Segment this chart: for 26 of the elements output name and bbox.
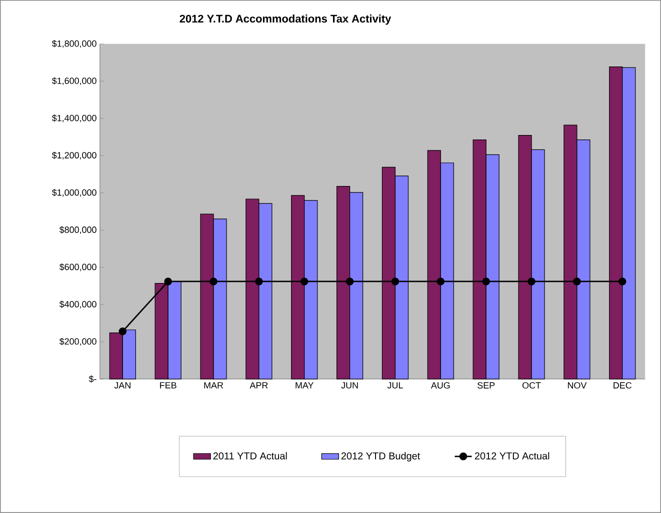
chart-title: 2012 Y.T.D Accommodations Tax Activity (180, 14, 392, 25)
y-tick-label: $800,000 (59, 226, 96, 234)
y-tick-label: $1,000,000 (52, 188, 96, 197)
x-tick-label: OCT (522, 382, 541, 389)
y-tick-label: $600,000 (59, 263, 96, 272)
x-tick-label: NOV (568, 382, 587, 389)
x-tick-label: APR (250, 382, 268, 388)
y-tick-label: $200,000 (59, 338, 96, 346)
x-tick-label: DEC (614, 382, 632, 389)
x-tick-label: MAY (296, 382, 314, 388)
y-tick-label: $1,200,000 (52, 152, 96, 160)
x-tick-label: JAN (114, 382, 130, 388)
legend-label: 2012 YTD Actual (474, 452, 550, 460)
x-tick-label: FEB (160, 382, 176, 388)
y-tick-label: $1,400,000 (52, 114, 96, 122)
x-tick-label: SEP (478, 382, 495, 389)
x-tick-label: JUL (387, 382, 403, 388)
legend-label: 2011 YTD Actual (213, 452, 287, 460)
y-tick-label: $1,600,000 (52, 77, 96, 86)
y-tick-label: $400,000 (59, 300, 96, 308)
y-tick-label: $- (88, 375, 96, 383)
legend-label: 2012 YTD Budget (341, 452, 420, 462)
x-tick-label: MAR (204, 382, 224, 388)
y-tick-label: $1,800,000 (52, 40, 96, 48)
x-tick-label: JUN (341, 382, 358, 388)
x-tick-label: AUG (430, 382, 450, 389)
